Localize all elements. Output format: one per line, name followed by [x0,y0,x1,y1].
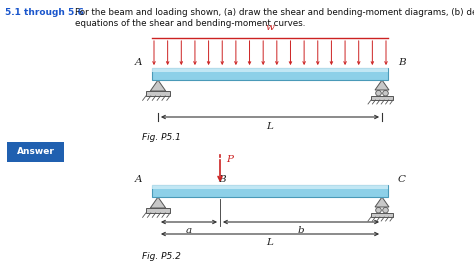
Circle shape [376,207,381,213]
Text: B: B [218,175,226,184]
Bar [152,68,388,72]
Text: Answer: Answer [17,147,55,156]
Text: P: P [226,155,233,164]
Polygon shape [150,80,166,91]
Text: Fig. P5.2: Fig. P5.2 [142,252,181,261]
Text: b: b [298,226,304,235]
Bar [152,68,388,80]
Bar [371,213,393,217]
Text: A: A [135,58,142,67]
Text: Fig. P5.1: Fig. P5.1 [142,133,181,142]
Text: a: a [186,226,192,235]
Circle shape [383,207,388,213]
Circle shape [383,90,388,96]
Polygon shape [150,197,166,208]
Text: L: L [266,122,273,131]
Circle shape [376,90,381,96]
Bar [146,208,170,213]
Text: A: A [135,175,142,184]
Text: B: B [398,58,406,67]
Polygon shape [375,80,389,90]
Text: C: C [398,175,406,184]
Bar [152,185,388,197]
Text: 5.1 through 5.6: 5.1 through 5.6 [5,8,84,17]
Text: L: L [266,238,273,247]
Bar [152,185,388,189]
FancyBboxPatch shape [7,142,64,162]
Text: equations of the shear and bending-moment curves.: equations of the shear and bending-momen… [75,19,305,28]
Bar [371,96,393,100]
Polygon shape [375,197,389,207]
Text: w: w [265,23,274,32]
Bar [146,91,170,96]
Text: For the beam and loading shown, (a) draw the shear and bending-moment diagrams, : For the beam and loading shown, (a) draw… [75,8,474,17]
